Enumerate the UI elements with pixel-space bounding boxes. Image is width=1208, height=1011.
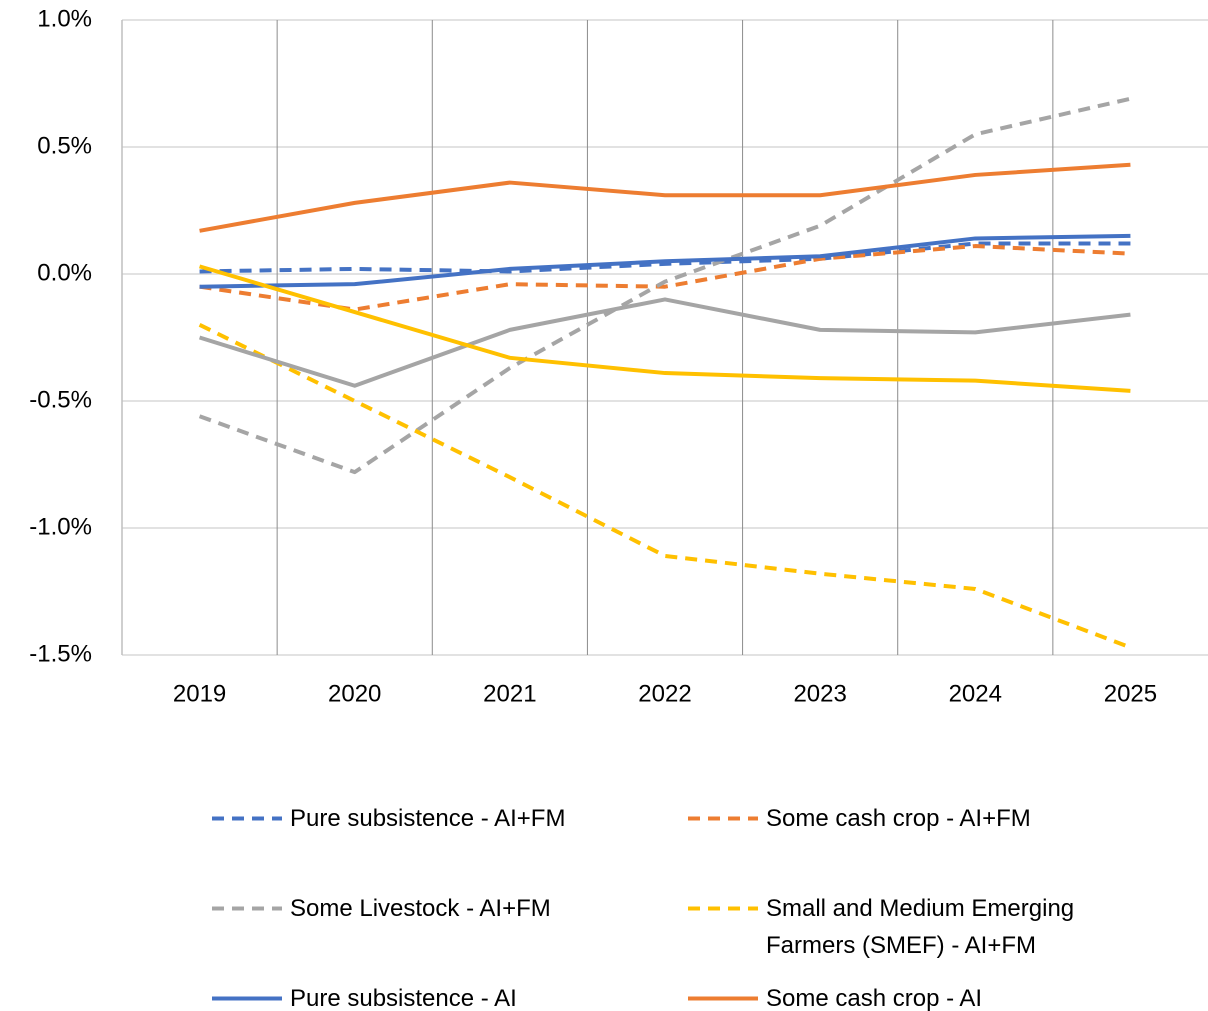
- x-tick-label: 2019: [173, 680, 226, 707]
- x-tick-label: 2022: [638, 680, 691, 707]
- y-tick-label: 1.0%: [37, 5, 92, 32]
- y-tick-label: -1.5%: [29, 640, 92, 667]
- series-line: [199, 241, 1131, 274]
- series-line: [198, 323, 1132, 650]
- legend-label: Some Livestock - AI+FM: [290, 895, 551, 922]
- x-tick-label: 2024: [949, 680, 1002, 707]
- legend-label: Some cash crop - AI: [766, 985, 983, 1011]
- series-line: [199, 162, 1131, 233]
- legend-label: Pure subsistence - AI: [290, 985, 517, 1011]
- legend-label: Small and Medium Emerging Farmers (SMEF)…: [766, 895, 1075, 959]
- x-tick-label: 2023: [793, 680, 846, 707]
- legend-swatch: [212, 906, 282, 911]
- x-tick-label: 2020: [328, 680, 381, 707]
- series-line: [199, 244, 1131, 312]
- legend-entry: Some cash crop - AI: [688, 980, 1146, 1011]
- legend-entry: Some Livestock - AI+FM: [212, 890, 670, 927]
- legend-entry: Pure subsistence - AI+FM: [212, 800, 670, 837]
- legend-swatch: [212, 996, 282, 1001]
- legend-swatch: [688, 906, 758, 911]
- series-line: [199, 264, 1131, 393]
- legend-entry: Small and Medium Emerging Farmers (SMEF)…: [688, 890, 1146, 964]
- legend-label: Some cash crop - AI+FM: [766, 805, 1031, 832]
- legend-entry: Pure subsistence - AI: [212, 980, 670, 1011]
- legend-entry: Some cash crop - AI+FM: [688, 800, 1146, 837]
- series-line: [198, 297, 1131, 388]
- series-line: [199, 233, 1131, 289]
- x-tick-label: 2025: [1104, 680, 1157, 707]
- y-tick-label: 0.0%: [37, 259, 92, 286]
- x-tick-label: 2021: [483, 680, 536, 707]
- legend-swatch: [688, 996, 758, 1001]
- y-tick-label: -1.0%: [29, 513, 92, 540]
- y-tick-label: 0.5%: [37, 132, 92, 159]
- series-line: [198, 96, 1131, 475]
- legend-swatch: [212, 816, 282, 821]
- legend-swatch: [688, 816, 758, 821]
- legend-label: Pure subsistence - AI+FM: [290, 805, 566, 832]
- y-tick-label: -0.5%: [29, 386, 92, 413]
